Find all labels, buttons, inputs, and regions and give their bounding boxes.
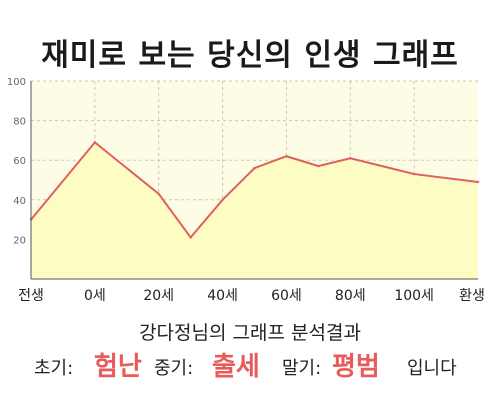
data-point [221,198,224,201]
x-tick-label: 40세 [207,288,238,304]
data-point [476,180,480,184]
x-tick-label: 환생 [459,288,485,304]
y-tick-label: 60 [13,156,26,167]
x-tick-label: 80세 [335,288,366,304]
y-tick-label: 80 [13,117,26,128]
data-point [349,157,352,160]
page-title: 재미로 보는 당신의 인생 그래프 [41,38,459,73]
ending-text: 입니다 [407,358,457,379]
early-label: 초기: [34,358,74,379]
y-tick-label: 20 [13,235,26,246]
data-point [317,164,320,168]
analysis-result: 초기: 험난 중기: 출세 말기: 평범 입니다 [0,344,500,384]
data-point [189,236,192,239]
x-tick-label: 20세 [143,288,174,304]
data-point [93,141,97,144]
middle-value: 출세 [212,352,260,382]
data-point [157,192,160,196]
x-tick-label: 100세 [394,288,434,304]
middle-label: 중기: [154,358,194,379]
x-tick-label: 전생 [18,288,44,304]
data-point [285,155,288,158]
data-point [412,172,416,176]
y-tick-label: 40 [13,196,26,207]
x-tick-label: 60세 [271,288,302,304]
y-tick-label: 100 [7,77,26,88]
series-area [31,142,478,279]
late-value: 평범 [332,352,380,382]
x-tick-label: 0세 [84,288,106,304]
late-label: 말기: [282,358,322,379]
analysis-summary: 강다정님의 그래프 분석결과 [139,322,361,344]
life-graph-chart: 100 80 60 40 20 전생 0세 20세 40세 60세 80세 100세 환생 [7,77,485,304]
data-point [253,166,256,170]
early-value: 험난 [94,352,142,382]
